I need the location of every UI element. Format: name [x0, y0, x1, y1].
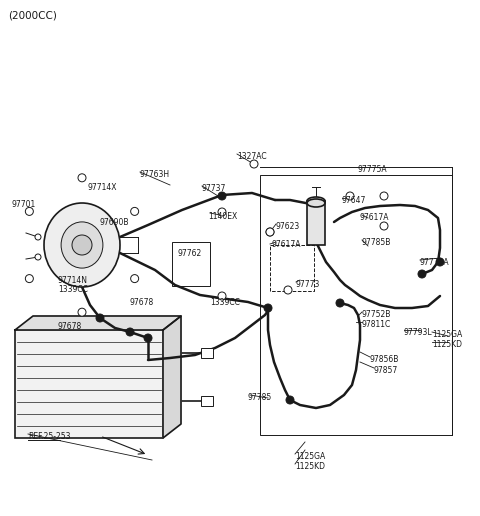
Text: 1125KD: 1125KD	[295, 462, 325, 471]
Bar	[201, 396, 213, 406]
Ellipse shape	[61, 222, 103, 268]
Circle shape	[266, 228, 274, 236]
Text: 97623: 97623	[276, 222, 300, 231]
Circle shape	[380, 192, 388, 200]
Text: 97811C: 97811C	[362, 320, 391, 329]
Circle shape	[218, 208, 226, 216]
Circle shape	[336, 299, 344, 307]
Polygon shape	[15, 316, 181, 330]
Bar	[201, 348, 213, 358]
Ellipse shape	[307, 199, 325, 207]
Text: 97701: 97701	[12, 200, 36, 209]
Circle shape	[218, 292, 226, 300]
Circle shape	[131, 207, 139, 215]
Text: 97647: 97647	[342, 196, 366, 205]
Circle shape	[35, 254, 41, 260]
Circle shape	[126, 328, 134, 336]
Circle shape	[25, 275, 33, 283]
Circle shape	[96, 314, 104, 322]
Circle shape	[284, 286, 292, 294]
Text: 97714N: 97714N	[58, 276, 88, 285]
Text: (2000CC): (2000CC)	[8, 10, 57, 20]
Text: 1339CC: 1339CC	[210, 298, 240, 307]
Ellipse shape	[44, 203, 120, 287]
Text: 1140EX: 1140EX	[208, 212, 237, 221]
Circle shape	[131, 275, 139, 283]
Circle shape	[25, 207, 33, 215]
Circle shape	[380, 222, 388, 230]
Circle shape	[35, 234, 41, 240]
Text: 1125GA: 1125GA	[432, 330, 462, 339]
Circle shape	[250, 160, 258, 168]
Circle shape	[72, 235, 92, 255]
Text: 97762: 97762	[178, 249, 202, 258]
Circle shape	[266, 228, 274, 236]
Circle shape	[436, 258, 444, 266]
Text: 97714X: 97714X	[88, 183, 118, 192]
Text: 97793L: 97793L	[404, 328, 432, 337]
Text: 97678: 97678	[130, 298, 154, 307]
Text: 97617A: 97617A	[360, 213, 389, 222]
Circle shape	[78, 174, 86, 182]
Text: 97763H: 97763H	[140, 170, 170, 179]
Bar	[260, 175, 452, 435]
Circle shape	[78, 308, 86, 316]
Text: REF.25-253: REF.25-253	[28, 432, 71, 441]
Text: 97785: 97785	[248, 393, 272, 402]
Text: 97690B: 97690B	[100, 218, 130, 227]
Polygon shape	[163, 316, 181, 438]
Text: 97857: 97857	[374, 366, 398, 375]
Circle shape	[144, 334, 152, 342]
Bar	[270, 245, 314, 291]
Text: 97770A: 97770A	[420, 258, 450, 267]
Circle shape	[418, 270, 426, 278]
Text: 97737: 97737	[202, 184, 227, 193]
Text: 1125KD: 1125KD	[432, 340, 462, 349]
Text: 1339CC: 1339CC	[58, 285, 88, 294]
Text: 1327AC: 1327AC	[237, 152, 266, 161]
Circle shape	[286, 396, 294, 404]
Circle shape	[264, 304, 272, 312]
Text: 97752B: 97752B	[362, 310, 391, 319]
Circle shape	[218, 192, 226, 200]
Bar	[15, 330, 163, 438]
Bar	[172, 242, 210, 286]
Text: 97856B: 97856B	[370, 355, 399, 364]
Text: 97775A: 97775A	[358, 165, 388, 174]
Ellipse shape	[307, 197, 325, 205]
Text: 97617A: 97617A	[272, 240, 301, 249]
Text: 97773: 97773	[295, 280, 319, 289]
Bar	[307, 201, 325, 245]
Text: 1125GA: 1125GA	[295, 452, 325, 461]
Text: 97678: 97678	[58, 322, 82, 331]
Text: 97785B: 97785B	[362, 238, 391, 247]
Circle shape	[346, 192, 354, 200]
